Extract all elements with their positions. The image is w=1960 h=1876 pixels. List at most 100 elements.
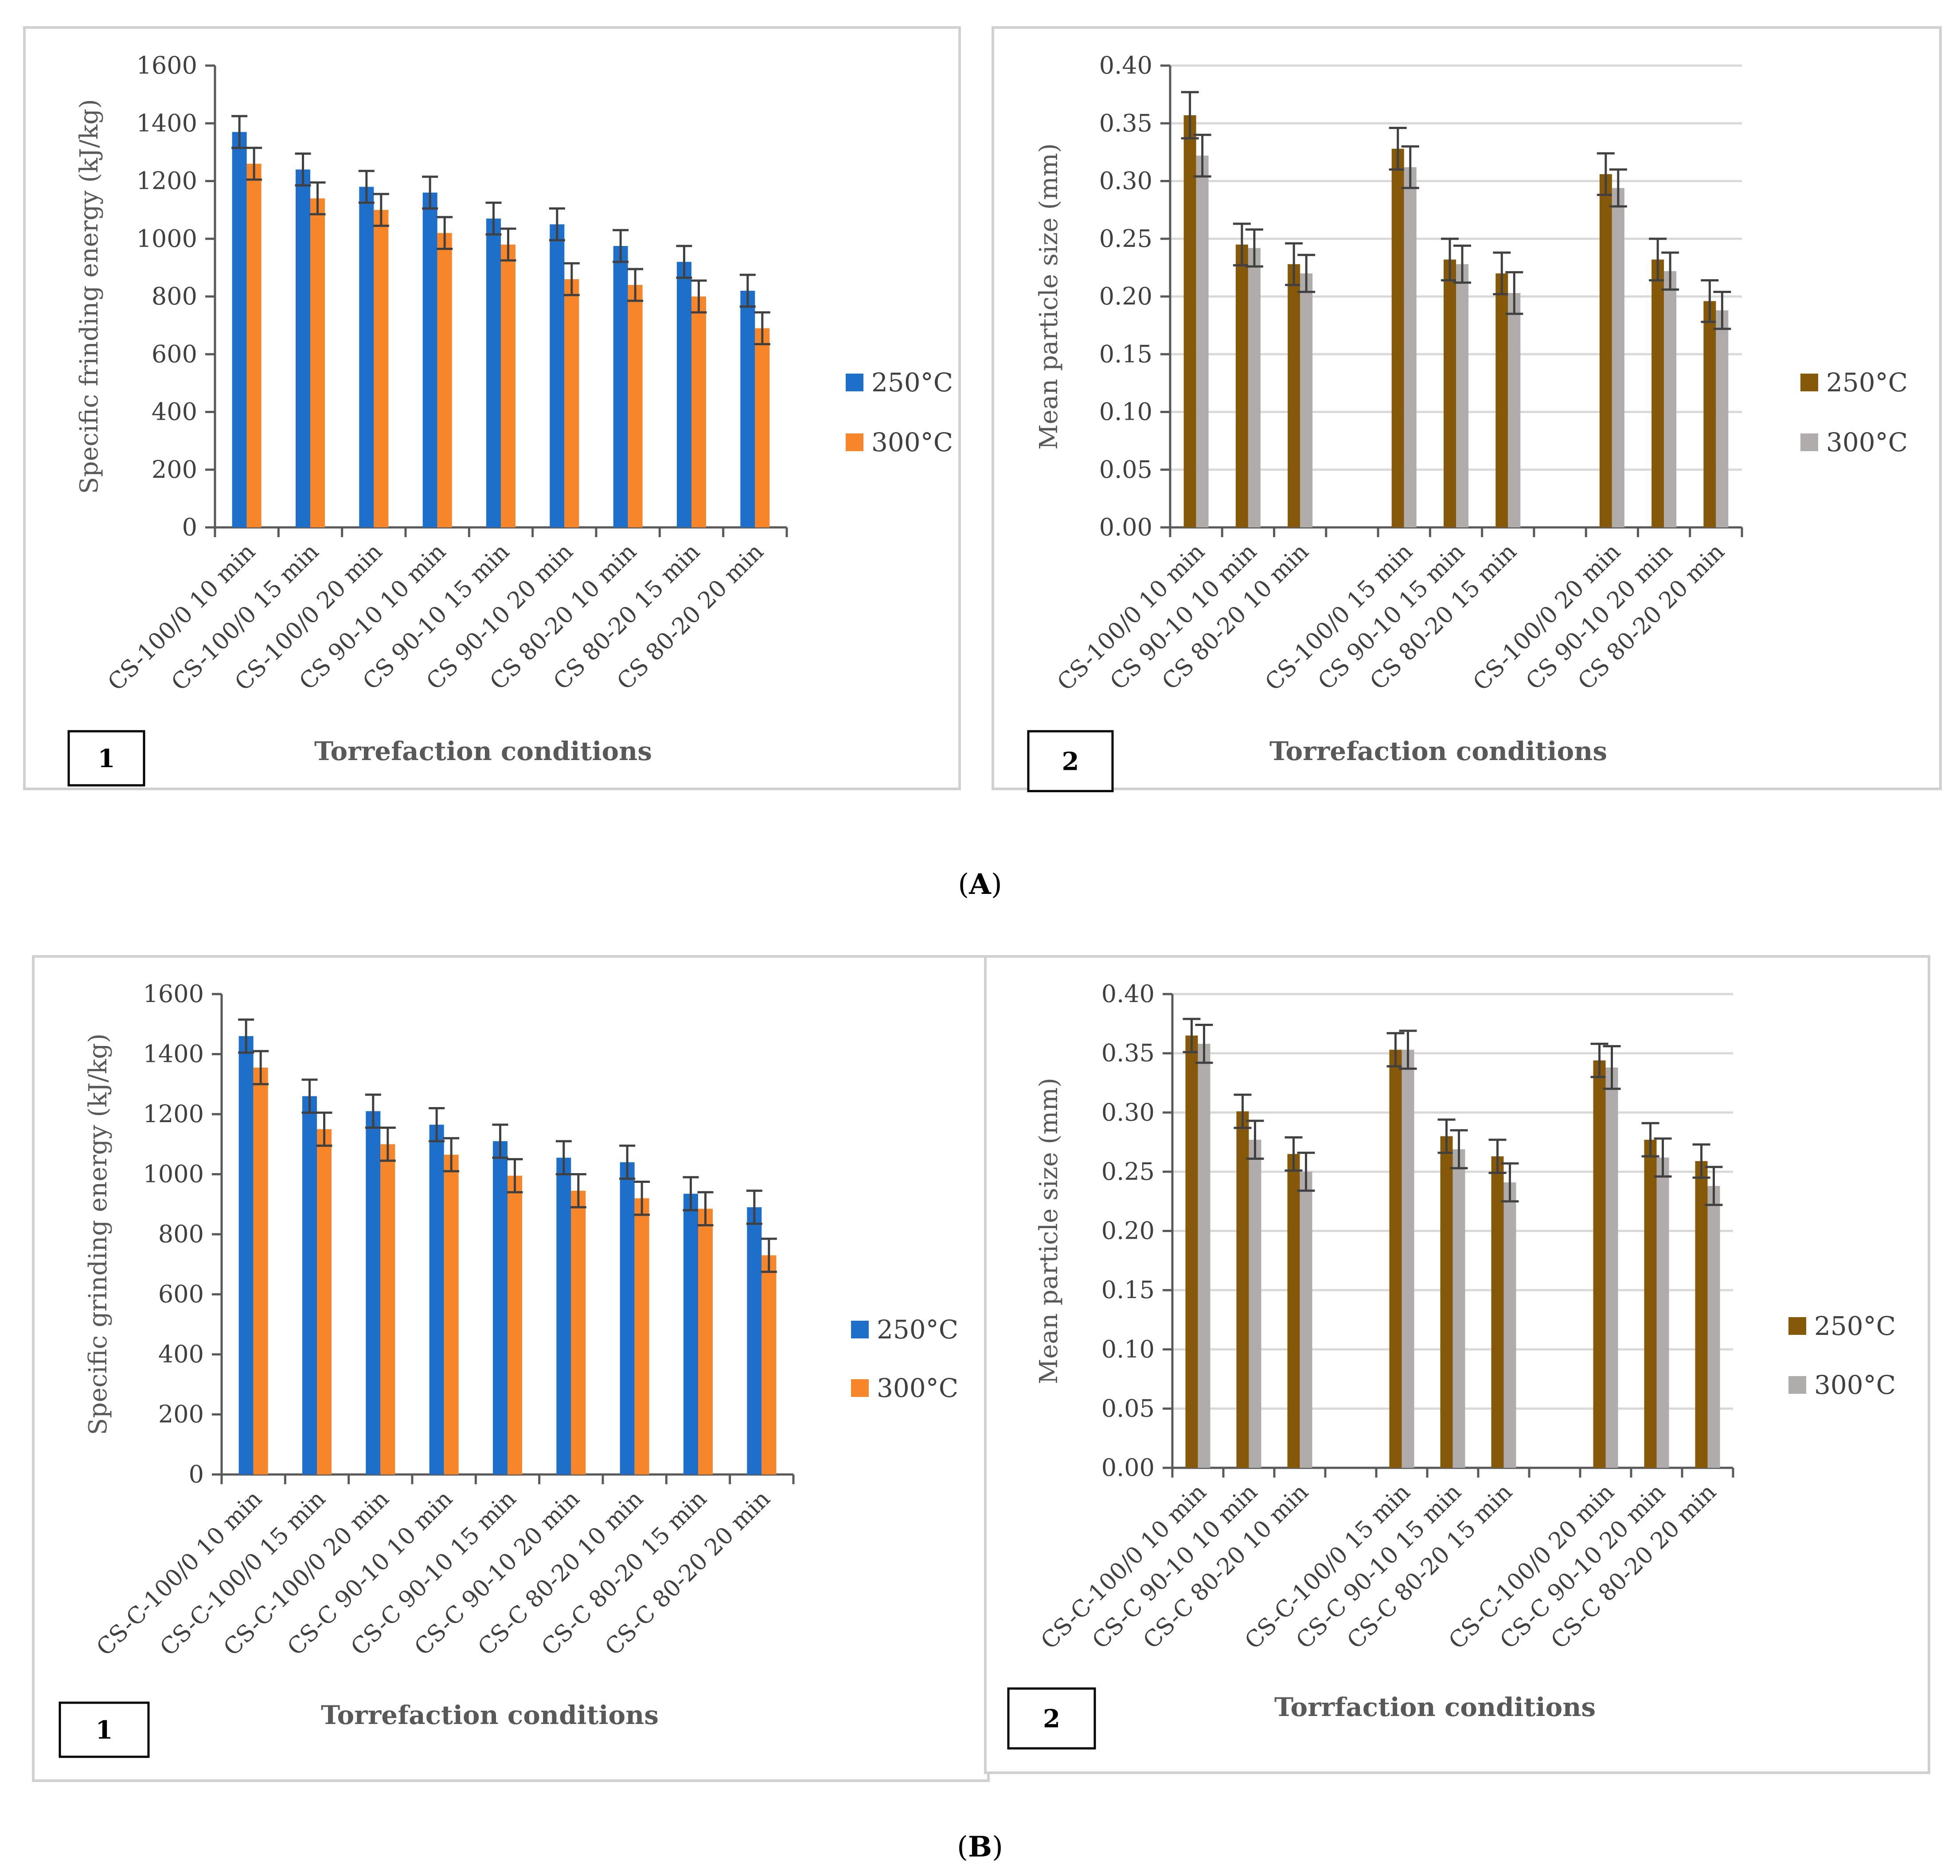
chart-b2-bar [1452,1149,1465,1468]
chart-a1-bar [246,164,262,527]
chart-a2-bar [1664,271,1677,527]
chart-a1-y-tick-label: 600 [152,340,197,368]
chart-a1-bar [550,224,565,527]
chart-b1-bar [747,1207,762,1474]
chart-b2-bar [1389,1049,1402,1468]
chart-a2-bar [1495,273,1508,527]
chart-a1-y-tick-label: 1200 [137,167,197,195]
panel-label-b: (B) [957,1830,1003,1864]
chart-a2-x-axis-label: Torrefaction conditions [1269,736,1607,766]
chart-a1-x-axis-label: Torrefaction conditions [314,736,652,766]
chart-b2-bar [1236,1111,1249,1468]
chart-a1-y-tick-label: 1600 [137,51,197,79]
chart-a2-bar [1444,259,1456,527]
chart-b1-y-tick-label: 1600 [143,980,204,1008]
chart-a1-figure-number: 1 [98,744,115,773]
chart-b1-bar [620,1162,635,1474]
chart-b2-bar [1605,1067,1618,1468]
chart-a2-bar [1248,248,1261,527]
chart-b2-legend-label: 300°C [1814,1370,1896,1400]
chart-a1-y-tick-label: 1000 [137,225,197,253]
chart-b1-bar [429,1124,444,1474]
chart-b2-bar [1249,1139,1261,1468]
chart-b2-bar [1300,1171,1312,1468]
chart-b1-y-tick-label: 800 [158,1220,204,1248]
chart-b1-bar [317,1129,332,1474]
chart-a1-bar [628,285,643,527]
chart-b2-bar [1644,1139,1657,1468]
chart-b1-bar [366,1111,381,1474]
chart-b2-y-tick-label: 0.15 [1101,1276,1155,1304]
chart-b2-y-tick-label: 0.10 [1101,1335,1155,1363]
chart-b1-y-tick-label: 1200 [143,1100,204,1128]
chart-b1-legend-label: 250°C [877,1314,958,1345]
chart-b2-y-tick-label: 0.25 [1101,1158,1155,1186]
chart-b2-bar [1503,1182,1516,1468]
chart-b1-y-tick-label: 600 [158,1280,204,1308]
chart-a2-legend-label: 250°C [1826,367,1908,398]
chart-b2-legend-swatch [1788,1376,1806,1394]
chart-b1-bar [493,1141,508,1474]
chart-a1-bar [296,169,310,527]
chart-a1-bar [677,261,691,527]
chart-b2-figure-number-box [1007,1687,1096,1750]
chart-a2-y-tick-label: 0.35 [1099,109,1152,137]
chart-b2-bar [1707,1186,1720,1468]
chart-a2-bar [1652,259,1664,527]
chart-b1-bar [444,1154,459,1474]
chart-b1-y-tick-label: 200 [158,1400,204,1428]
chart-b2-legend-label: 250°C [1814,1311,1896,1341]
chart-a1-bar [501,244,515,527]
chart-b1-bar [302,1096,317,1474]
chart-b2-bar [1287,1154,1300,1468]
chart-a1-legend-label: 300°C [871,427,953,457]
chart-b1-bar [683,1193,698,1474]
chart-a1-bar [691,296,706,527]
chart-a1-bar [359,187,374,527]
chart-a2-bar [1612,188,1624,527]
chart-a1-bar [232,132,247,528]
chart-b2-bar [1198,1044,1210,1468]
chart-b2-y-tick-label: 0.35 [1101,1039,1155,1067]
chart-b1-bar [508,1175,522,1474]
chart-b1-bar [634,1198,649,1474]
chart-b2-bar [1593,1060,1606,1468]
chart-a1-legend-swatch [846,374,863,391]
chart-a2-y-tick-label: 0.25 [1099,225,1152,253]
chart-b1-bar [571,1190,586,1474]
chart-b1-legend-swatch [851,1379,869,1397]
chart-b1-bar [238,1036,254,1474]
panel-label-a: (A) [958,868,1002,901]
chart-b2-bar [1440,1136,1453,1468]
chart-b2-y-tick-label: 0.40 [1101,980,1155,1008]
chart-a2-y-tick-label: 0.15 [1099,340,1152,368]
chart-a1-bar [486,218,501,528]
chart-a2-legend-swatch [1800,433,1818,451]
chart-a2-bar [1300,273,1313,527]
chart-a1-bar [374,210,389,527]
chart-a1-legend-swatch [846,433,863,451]
chart-a2-y-tick-label: 0.05 [1099,456,1152,484]
chart-b2-bar [1491,1156,1504,1468]
chart-a2-bar [1508,293,1521,527]
chart-a1-bar [310,198,325,527]
chart-b1-y-axis-label: Specific grinding energy (kJ/kg) [84,1034,113,1435]
chart-b1-bar [556,1158,571,1474]
chart-b2-bar [1656,1157,1669,1468]
chart-a2-bar [1404,167,1417,527]
chart-b2-bar [1402,1049,1414,1468]
chart-a2-bar [1288,264,1300,527]
chart-a1-y-tick-label: 200 [152,456,197,484]
chart-a2-bar [1183,115,1196,527]
chart-b2-y-tick-label: 0.05 [1101,1394,1155,1422]
chart-a1-y-axis-label: Specific frinding energy (kJ/kg) [75,99,104,494]
chart-a1-legend-label: 250°C [871,367,953,398]
chart-a2-bar [1235,244,1248,527]
chart-b1-legend-swatch [851,1321,869,1338]
chart-a2-figure-number-box [1027,730,1114,792]
chart-a2-bar [1703,301,1716,527]
chart-b2-y-tick-label: 0.00 [1101,1454,1155,1482]
chart-a2-bar [1716,310,1729,527]
chart-a2-y-axis-label: Mean particle size (mm) [1035,143,1063,449]
